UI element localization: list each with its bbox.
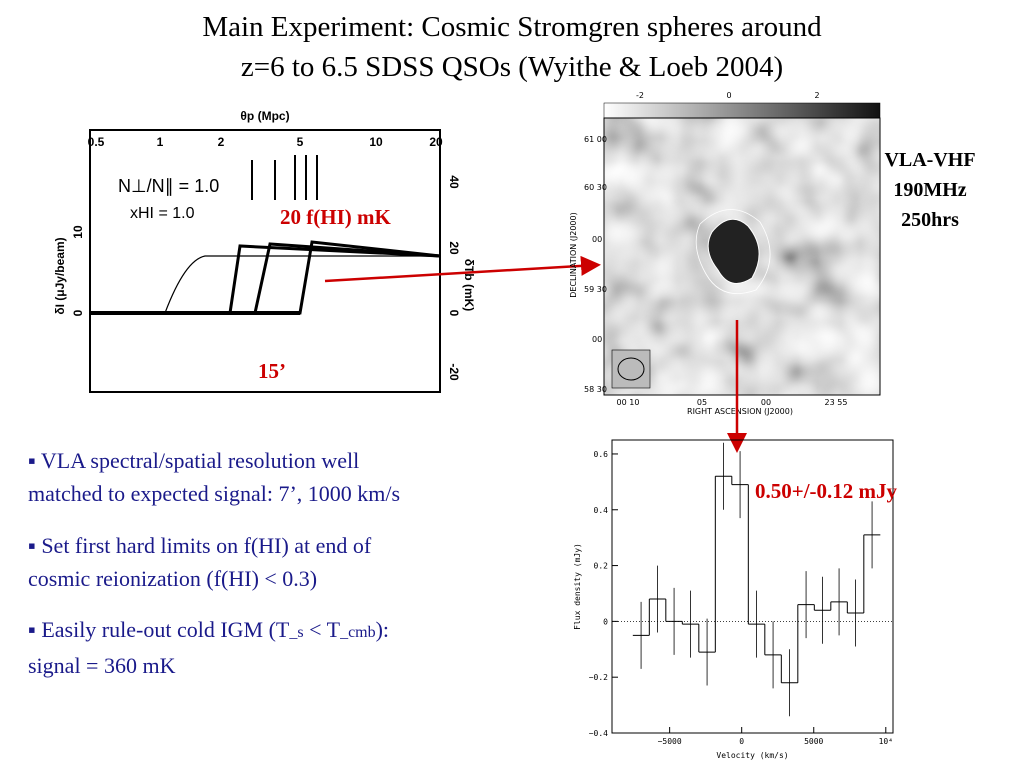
annotation: 250hrs	[901, 209, 959, 231]
bullet-text: < T	[303, 617, 341, 642]
tick-label: 00	[592, 235, 602, 244]
tick-label: 0	[71, 309, 85, 316]
bullet: ▪ Easily rule-out cold IGM (T_s < T_cmb)…	[28, 617, 390, 678]
annotation: 15’	[258, 359, 286, 383]
bullet: ▪ VLA spectral/spatial resolution well ma…	[28, 448, 401, 506]
axis-label: DECLINATION (J2000)	[569, 212, 578, 297]
tick-label: 58 30	[584, 385, 607, 394]
bullet-text: _cmb	[340, 624, 376, 641]
bullet-text: signal = 360 mK	[28, 653, 176, 678]
title-line: z=6 to 6.5 SDSS QSOs (Wyithe & Loeb 2004…	[241, 51, 783, 83]
tick-label: 00 10	[617, 398, 640, 407]
y-tick-label: 0.6	[594, 450, 609, 459]
tick-label: 40	[447, 175, 461, 189]
x-tick-label: −5000	[658, 737, 682, 746]
tick-label: 0	[447, 310, 461, 317]
bullet-text: cosmic reionization (f(HI) < 0.3)	[28, 566, 318, 591]
tick-label: 2	[218, 135, 225, 149]
tick-label: 20	[447, 241, 461, 255]
bullet-text: VLA spectral/spatial resolution well	[40, 448, 360, 473]
y-tick-label: 0.2	[594, 562, 609, 571]
x-axis-label: Velocity (km/s)	[716, 751, 788, 760]
tick-label: 0.5	[88, 135, 105, 149]
annotation: 190MHz	[893, 179, 966, 201]
bullet-text: _s	[289, 624, 304, 641]
tick-label: 60 30	[584, 183, 607, 192]
tick-label: 20	[429, 135, 443, 149]
annotation: 20 f(HI) mK	[280, 205, 391, 229]
tick-label: 59 30	[584, 285, 607, 294]
tick-label: 00	[761, 398, 771, 407]
tick-label: 5	[297, 135, 304, 149]
tick-label: 61 00	[584, 135, 607, 144]
x-tick-label: 5000	[804, 737, 823, 746]
annotation: VLA-VHF	[884, 149, 975, 171]
spectrum-frame	[611, 439, 894, 734]
bullet-text: Easily rule-out cold IGM (T	[41, 617, 290, 642]
bullet-text: matched to expected signal: 7’, 1000 km/…	[28, 481, 401, 506]
axis-label: θp (Mpc)	[240, 109, 289, 123]
legend-text: xHI = 1.0	[130, 205, 195, 222]
tick-label: 2	[814, 91, 819, 100]
y-axis-label: Flux density (mJy)	[573, 543, 582, 630]
y-tick-label: −0.2	[589, 673, 608, 682]
axis-label: RIGHT ASCENSION (J2000)	[687, 407, 793, 416]
tick-label: 05	[697, 398, 707, 407]
model-figure: θp (Mpc) 0.5 1 2 5 10 20 δI (μJy/beam) 1…	[53, 109, 476, 393]
x-tick-label: 10⁴	[879, 737, 893, 746]
title-line: Main Experiment: Cosmic Stromgren sphere…	[202, 11, 822, 43]
annotation: 0.50+/-0.12 mJy	[755, 479, 898, 503]
tick-label: 1	[157, 135, 164, 149]
bullet: ▪ Set first hard limits on f(HI) at end …	[28, 533, 372, 591]
axis-label: δI (μJy/beam)	[53, 237, 67, 314]
y-tick-label: −0.4	[589, 729, 608, 738]
legend-text: N⊥/N∥ = 1.0	[118, 176, 219, 196]
tick-label: 0	[726, 91, 731, 100]
tick-label: -2	[636, 91, 644, 100]
map-figure: -2 0 2 61 00 60 30 00 59 30 00 58 30 DEC…	[569, 91, 881, 416]
tick-label: 00	[592, 335, 602, 344]
axis-label: δTb (mK)	[462, 259, 476, 312]
tick-label: 10	[71, 225, 85, 239]
tick-label: -20	[447, 363, 461, 381]
tick-label: 23 55	[825, 398, 848, 407]
y-tick-label: 0	[603, 617, 608, 626]
x-tick-label: 0	[739, 737, 744, 746]
bullet-text: ):	[375, 617, 390, 642]
bullet-text: Set first hard limits on f(HI) at end of	[41, 533, 372, 558]
y-tick-label: 0.4	[594, 506, 609, 515]
tick-label: 10	[369, 135, 383, 149]
